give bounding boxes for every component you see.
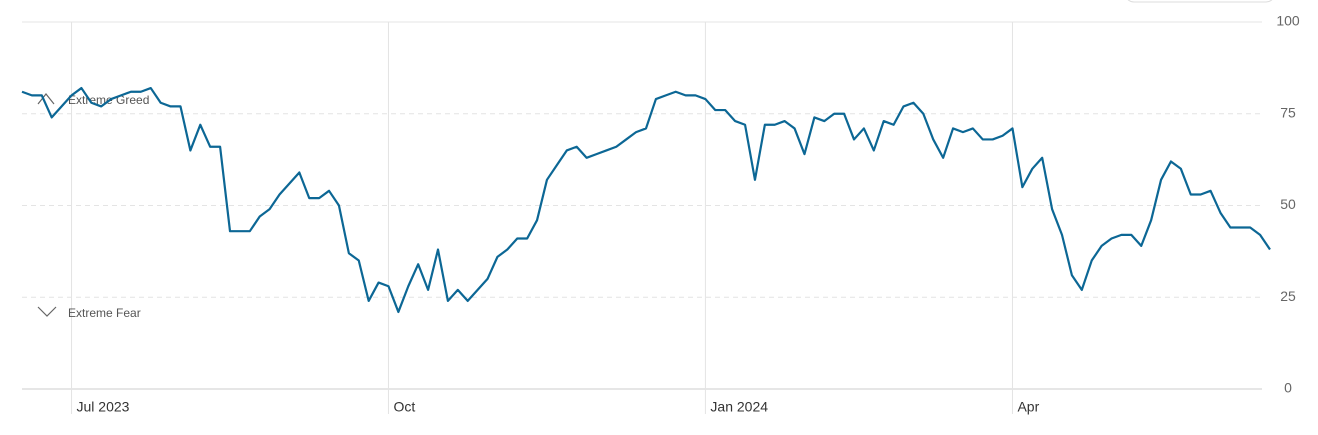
y-tick-label: 100 [1276,13,1300,29]
y-tick-label: 25 [1280,288,1296,304]
greed-icon [37,93,55,105]
y-tick-label: 75 [1280,104,1296,120]
y-tick-label: 50 [1280,196,1296,212]
x-tick-label: Jan 2024 [710,399,768,415]
x-tick-label: Apr [1017,399,1039,415]
range-toggle[interactable] [1125,0,1275,3]
line-series [21,86,1271,314]
x-tick-label: Oct [393,399,415,415]
x-tick-label: Jul 2023 [77,399,130,415]
fear-icon [37,306,57,317]
annotation: Extreme Fear [68,306,141,320]
y-tick-label: 0 [1284,380,1292,396]
